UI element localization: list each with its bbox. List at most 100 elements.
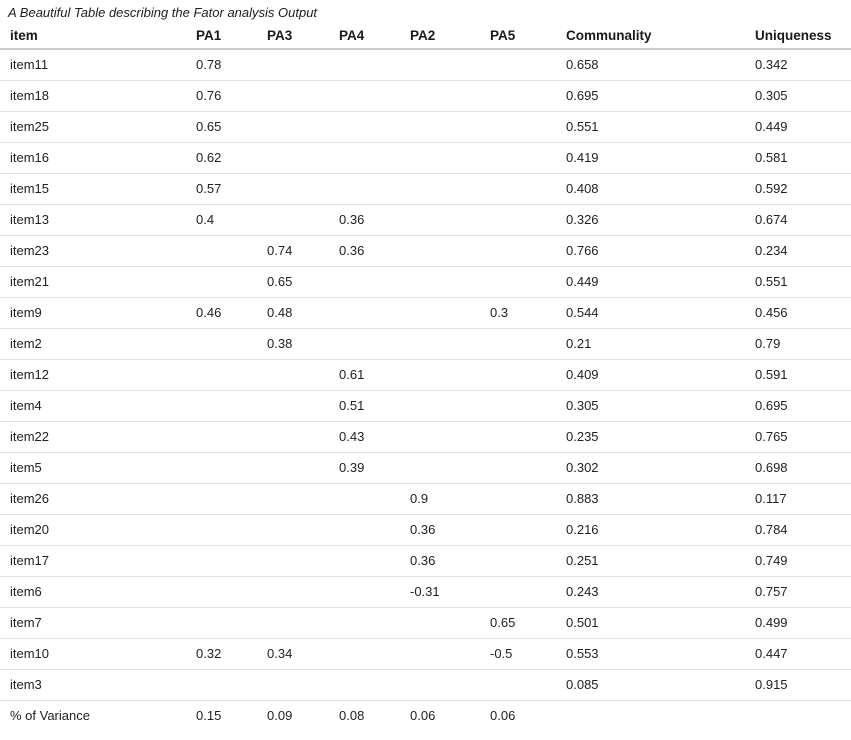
table-cell (339, 669, 410, 701)
table-row: item26 0.9 0.883 0.117 (0, 483, 851, 515)
table-cell (410, 638, 490, 670)
row-label-cell: item2 (0, 328, 196, 360)
table-row: item7 0.65 0.501 0.499 (0, 607, 851, 639)
table-cell (267, 421, 339, 453)
table-row: item11 0.78 0.658 0.342 (0, 49, 851, 81)
table-row: item18 0.76 0.695 0.305 (0, 80, 851, 112)
table-cell (410, 297, 490, 329)
table-cell (410, 390, 490, 422)
table-cell (490, 111, 566, 143)
column-header-pa5: PA5 (490, 22, 566, 50)
row-label-cell: item13 (0, 204, 196, 236)
table-cell (196, 483, 267, 515)
row-label-cell: item21 (0, 266, 196, 298)
table-cell: 0.591 (755, 359, 851, 391)
table-cell (490, 142, 566, 174)
table-row: item9 0.46 0.48 0.3 0.544 0.456 (0, 297, 851, 329)
table-cell: 0.65 (267, 266, 339, 298)
table-title: A Beautiful Table describing the Fator a… (8, 5, 318, 20)
table-row: item22 0.43 0.235 0.765 (0, 421, 851, 453)
table-cell: 0.36 (339, 235, 410, 267)
table-cell (267, 390, 339, 422)
table-cell (490, 204, 566, 236)
column-header-pa1: PA1 (196, 22, 267, 50)
table-cell: 0.15 (196, 708, 222, 724)
table-cell: 0.499 (755, 607, 851, 639)
table-cell: 0.08 (339, 708, 365, 724)
table-cell (267, 111, 339, 143)
table-cell (339, 80, 410, 112)
table-cell: 0.62 (196, 142, 267, 174)
table-cell: 0.695 (755, 390, 851, 422)
table-cell (490, 545, 566, 577)
table-cell: 0.592 (755, 173, 851, 205)
table-cell (410, 173, 490, 205)
table-cell: 0.57 (196, 173, 267, 205)
table-cell (566, 700, 755, 731)
table-cell: 0.085 (566, 669, 755, 701)
table-cell (339, 514, 410, 546)
table-cell: 0.342 (755, 49, 851, 81)
table-cell: 0.305 (566, 390, 755, 422)
table-cell (339, 142, 410, 174)
table-cell: 0.36 (410, 514, 490, 546)
table-cell (339, 483, 410, 515)
table-cell (196, 359, 267, 391)
table-cell (196, 235, 267, 267)
table-cell (267, 142, 339, 174)
column-header-pa4: PA4 (339, 22, 410, 50)
table-cell (267, 483, 339, 515)
table-cell (410, 204, 490, 236)
table-cell: 0.449 (755, 111, 851, 143)
column-header-communality: Communality (566, 22, 755, 50)
table-cell (339, 576, 410, 608)
table-cell: 0.544 (566, 297, 755, 329)
table-cell (410, 669, 490, 701)
table-cell (196, 421, 267, 453)
factor-analysis-table: item PA1 PA3 PA4 PA2 PA5 Communality Uniqueness… (0, 22, 851, 731)
table-cell (490, 235, 566, 267)
table-row: % of Variance 0.15 0.09 0.08 0.06 0.06 (0, 700, 851, 731)
table-cell (410, 328, 490, 360)
table-cell (267, 545, 339, 577)
table-cell (490, 49, 566, 81)
table-row: item20 0.36 0.216 0.784 (0, 514, 851, 546)
table-cell (490, 452, 566, 484)
table-cell (490, 483, 566, 515)
table-cell: 0.784 (755, 514, 851, 546)
table-cell: 0.456 (755, 297, 851, 329)
table-cell: 0.34 (267, 638, 339, 670)
table-cell: 0.36 (410, 545, 490, 577)
table-cell: -0.5 (490, 638, 566, 670)
table-row: item3 0.085 0.915 (0, 669, 851, 701)
table-cell: 0.32 (196, 638, 267, 670)
table-cell (490, 390, 566, 422)
row-label-cell: item12 (0, 359, 196, 391)
row-label-cell: item4 (0, 390, 196, 422)
table-cell (755, 700, 851, 731)
table-cell: 0.449 (566, 266, 755, 298)
table-cell (339, 638, 410, 670)
column-header-pa3: PA3 (267, 22, 339, 50)
table-row: item17 0.36 0.251 0.749 (0, 545, 851, 577)
table-row: item21 0.65 0.449 0.551 (0, 266, 851, 298)
table-cell (339, 266, 410, 298)
table-cell: 0.243 (566, 576, 755, 608)
table-row: item12 0.61 0.409 0.591 (0, 359, 851, 391)
table-cell (267, 49, 339, 81)
table-cell (490, 328, 566, 360)
table-row: item6 -0.31 0.243 0.757 (0, 576, 851, 608)
table-cell: 0.551 (755, 266, 851, 298)
row-label-cell: item17 (0, 545, 196, 577)
table-cell: 0.3 (490, 297, 566, 329)
table-cell (490, 80, 566, 112)
table-cell (339, 328, 410, 360)
table-cell: 0.302 (566, 452, 755, 484)
row-label-cell: item6 (0, 576, 196, 608)
table-cell: 0.695 (566, 80, 755, 112)
table-cell (339, 111, 410, 143)
table-cell (267, 607, 339, 639)
table-cell (267, 173, 339, 205)
table-cell: 0.408 (566, 173, 755, 205)
